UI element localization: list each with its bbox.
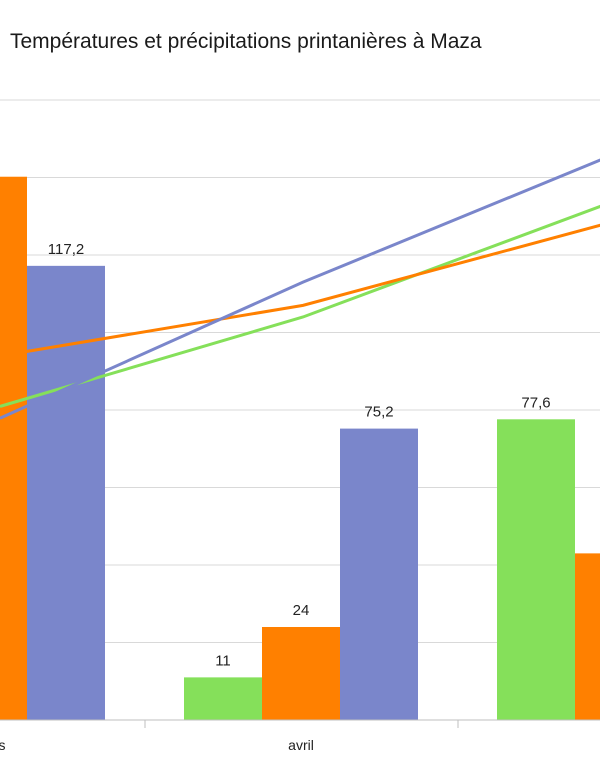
trend-lines: [0, 158, 600, 420]
bar: [575, 553, 600, 720]
series-line: [0, 223, 600, 358]
bar: [262, 627, 340, 720]
data-label: 24: [293, 602, 310, 619]
bar: [0, 176, 27, 721]
bar: [340, 428, 418, 720]
data-label: 77,6: [521, 394, 550, 411]
series-line: [0, 204, 600, 408]
data-label: 11: [215, 652, 231, 669]
x-tick-label: avril: [288, 737, 314, 753]
bar: [184, 677, 262, 720]
x-tick-label: s: [0, 737, 6, 753]
data-label: 75,2: [364, 404, 393, 421]
chart-title: Températures et précipitations printaniè…: [10, 30, 482, 53]
data-label: 117,2: [48, 241, 84, 258]
series-line: [0, 158, 600, 420]
bar: [27, 265, 105, 720]
bar: [497, 419, 575, 720]
bars: [0, 176, 600, 721]
x-axis: s avril: [0, 719, 600, 753]
